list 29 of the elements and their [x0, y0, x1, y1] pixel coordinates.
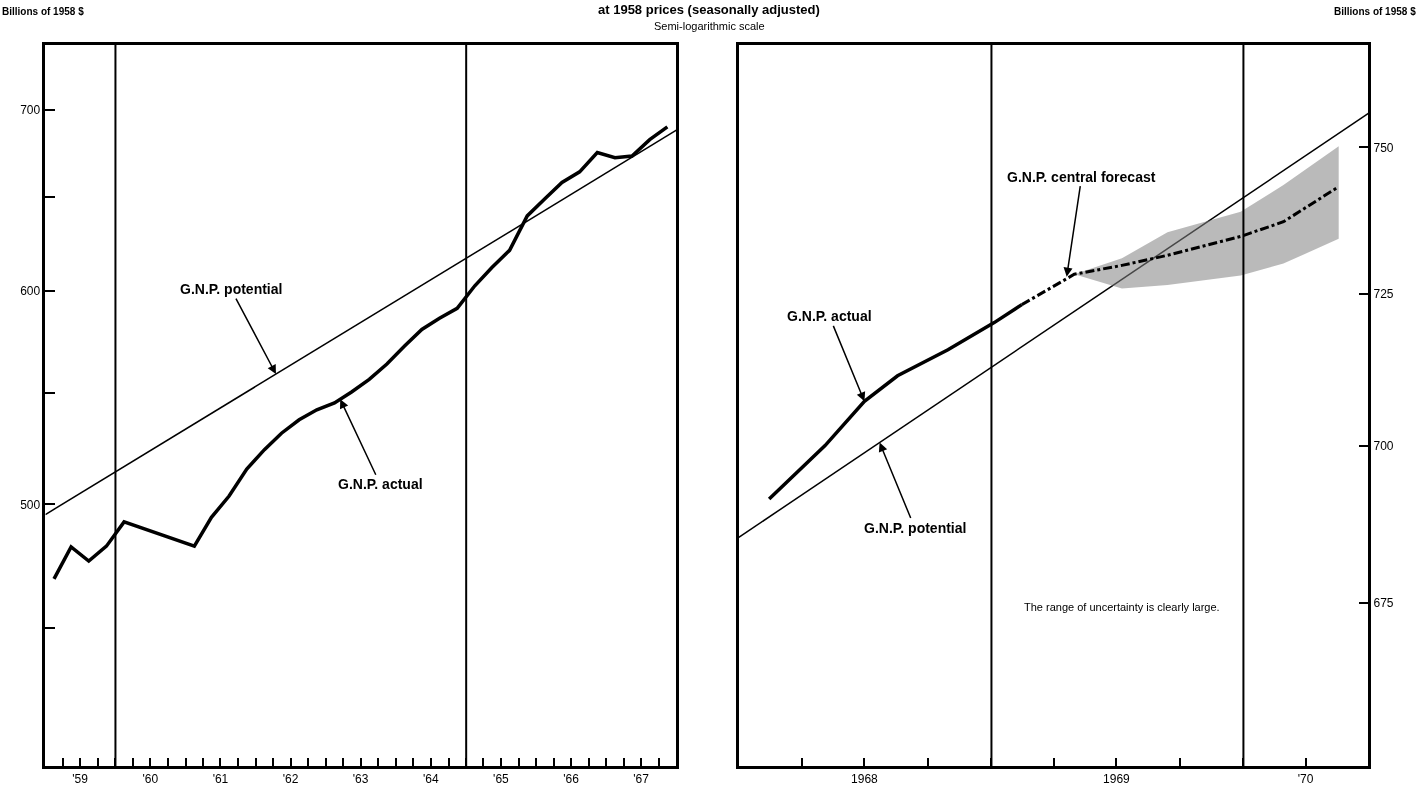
x-tick-label: '61 — [212, 772, 229, 787]
x-tick-label: '59 — [72, 772, 89, 787]
y-axis-title: Billions of 1958 $ — [2, 6, 85, 17]
x-tick-label: 1968 — [851, 772, 879, 787]
y-tick-label: 700 — [1373, 438, 1394, 453]
text: at 1958 prices (seasonally adjusted) — [598, 2, 820, 17]
y-tick-label: 725 — [1373, 287, 1394, 302]
x-tick-label: '70 — [1297, 772, 1314, 787]
annotation: G.N.P. central forecast — [1007, 169, 1156, 185]
annotation: G.N.P. potential — [180, 281, 283, 297]
x-tick-label: '63 — [352, 772, 369, 787]
annotation: The range of uncertainty is clearly large. — [1024, 601, 1220, 613]
x-tick-label: '66 — [563, 772, 580, 787]
y-tick-label: 750 — [1373, 140, 1394, 155]
x-tick-label: '60 — [142, 772, 159, 787]
x-tick-label: '65 — [493, 772, 510, 787]
x-tick-label: '62 — [282, 772, 299, 787]
annotation: G.N.P. potential — [864, 520, 967, 536]
y-tick-label: 500 — [20, 497, 41, 512]
y-tick-label: 700 — [20, 103, 41, 118]
x-tick-label: '64 — [423, 772, 439, 787]
text: Semi-logarithmic scale — [654, 20, 765, 32]
x-tick-label: '67 — [633, 772, 650, 787]
y-axis-title: Billions of 1958 $ — [1334, 6, 1417, 17]
annotation: G.N.P. actual — [338, 476, 423, 492]
y-tick-label: 675 — [1373, 596, 1394, 611]
annotation: G.N.P. actual — [787, 308, 872, 324]
x-tick-label: 1969 — [1103, 772, 1131, 787]
y-tick-label: 600 — [20, 283, 41, 298]
